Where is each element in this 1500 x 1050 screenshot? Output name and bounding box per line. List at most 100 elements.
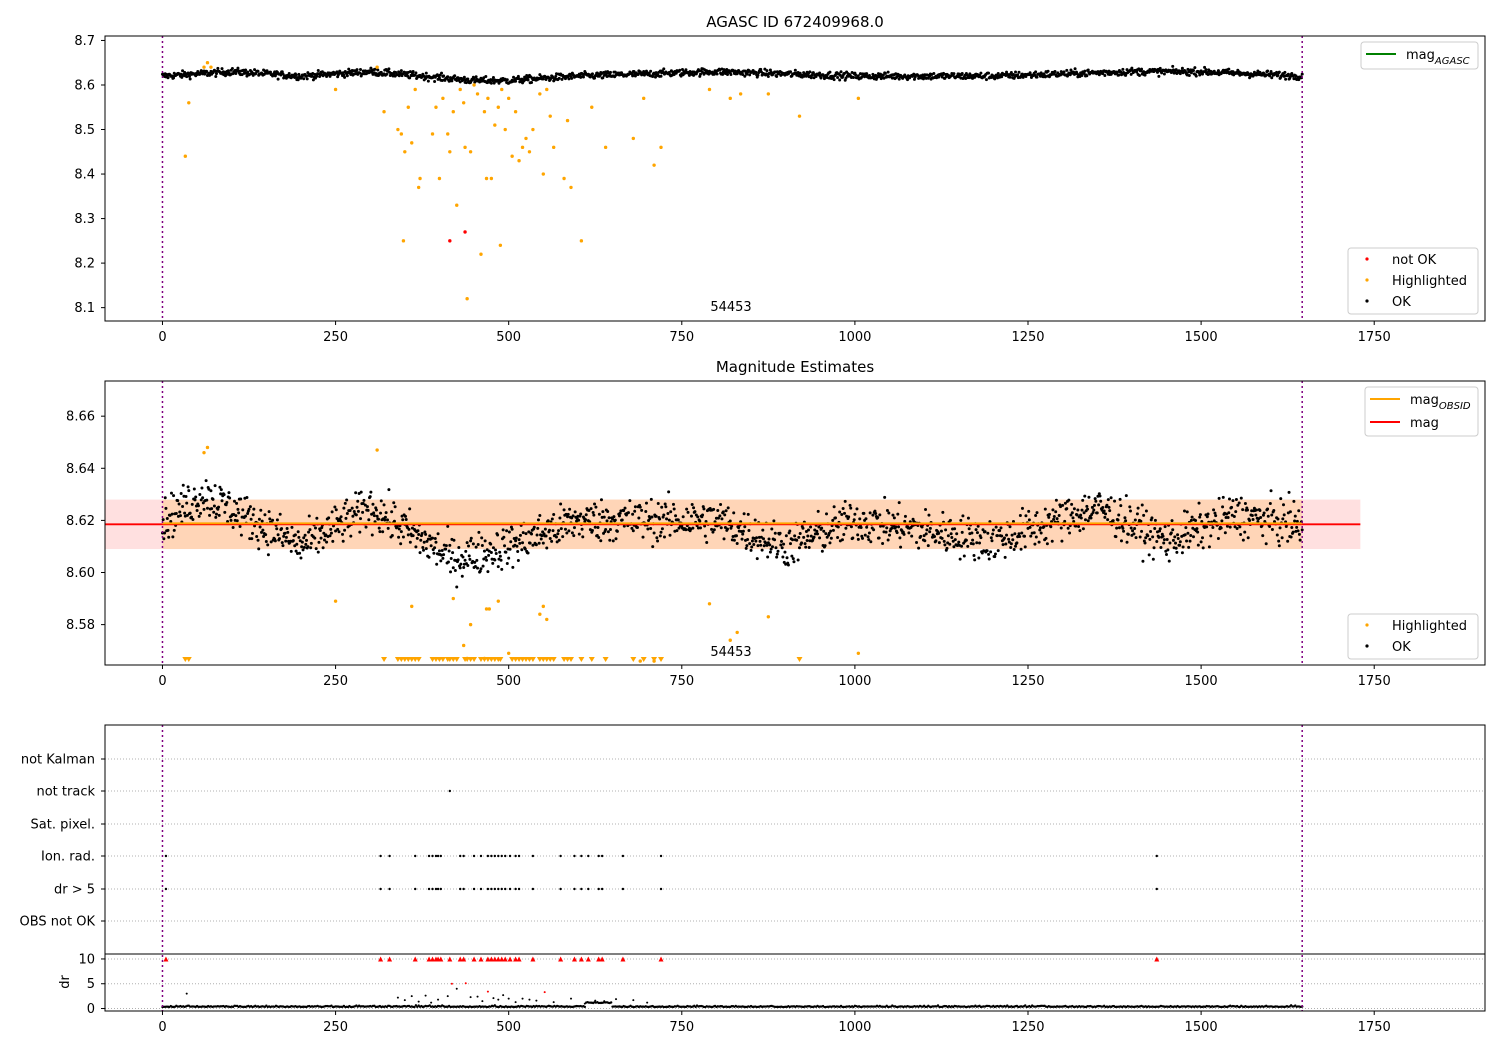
- legend-label-ok: OK: [1392, 295, 1411, 310]
- flag-point: [500, 854, 503, 858]
- ok-point: [1129, 72, 1133, 76]
- ok-point: [390, 534, 394, 538]
- highlighted-point: [333, 599, 338, 603]
- highlighted-point: [551, 145, 556, 150]
- x-tick-label: 500: [496, 674, 521, 689]
- ok-point: [922, 534, 926, 538]
- flag-point: [479, 854, 483, 858]
- ok-point: [358, 530, 362, 534]
- flag-point: [659, 887, 663, 891]
- ok-point: [723, 513, 727, 517]
- ok-point: [166, 528, 170, 532]
- ok-point: [980, 551, 984, 555]
- ok-point: [345, 512, 349, 516]
- ok-point: [718, 514, 722, 518]
- ok-point: [461, 555, 465, 559]
- ok-point: [1162, 72, 1166, 76]
- ok-point: [854, 73, 858, 77]
- ok-point: [972, 554, 976, 558]
- ok-point: [217, 505, 221, 509]
- ok-point: [1049, 525, 1053, 529]
- ok-point: [188, 77, 192, 81]
- ok-point: [1060, 539, 1064, 543]
- ok-point: [1166, 548, 1170, 552]
- ok-point: [1135, 512, 1139, 516]
- ok-point: [721, 72, 725, 76]
- ok-point: [342, 506, 346, 510]
- ok-point: [1236, 503, 1240, 507]
- ok-point: [309, 546, 313, 550]
- ok-point: [1233, 525, 1237, 529]
- ok-point: [349, 534, 353, 538]
- ok-point: [487, 553, 491, 557]
- ok-point: [961, 514, 965, 518]
- ok-point: [1079, 516, 1083, 520]
- ok-point: [1072, 507, 1076, 511]
- ok-point: [1282, 503, 1286, 507]
- ok-point: [587, 508, 591, 512]
- panel2-x-axis: 0 250 500 750 1000 1250 1500 1750: [158, 665, 1391, 689]
- dr-point: [583, 1002, 586, 1005]
- ok-point: [190, 515, 194, 519]
- flag-point: [531, 854, 535, 858]
- x-tick-label: 750: [669, 674, 694, 689]
- ok-point: [897, 525, 901, 529]
- ok-point: [1143, 73, 1147, 77]
- highlighted-point: [738, 92, 743, 96]
- ok-point: [667, 490, 671, 494]
- ok-point: [294, 73, 298, 77]
- ok-point: [424, 547, 428, 551]
- ok-point: [1148, 537, 1152, 541]
- ok-point: [1275, 533, 1279, 537]
- ok-point: [822, 529, 826, 533]
- highlighted-point: [418, 176, 422, 181]
- flag-point: [462, 887, 465, 891]
- ok-point: [941, 510, 945, 514]
- ok-point: [1196, 530, 1200, 534]
- ok-point: [1001, 543, 1005, 547]
- y-tick-label: 8.1: [74, 301, 95, 316]
- ok-point: [966, 516, 970, 520]
- ok-point: [265, 69, 269, 73]
- ok-point: [853, 512, 857, 516]
- ok-point: [993, 555, 997, 559]
- highlighted-point: [375, 448, 379, 452]
- ok-point: [640, 508, 644, 512]
- ok-point: [747, 528, 751, 532]
- ok-point: [441, 556, 445, 560]
- ok-point: [807, 546, 811, 550]
- ok-point: [437, 549, 441, 553]
- ok-point: [1034, 70, 1038, 74]
- ok-point: [664, 505, 668, 509]
- ok-point: [178, 514, 182, 518]
- ok-point: [480, 544, 484, 548]
- dr-capped-marker: [378, 956, 384, 962]
- dr-capped-marker: [596, 956, 602, 962]
- flag-point: [559, 887, 562, 891]
- ok-point: [1005, 533, 1009, 537]
- ok-point: [1115, 70, 1119, 74]
- ok-point: [1180, 551, 1184, 555]
- ok-point: [658, 517, 662, 521]
- ok-point: [367, 518, 371, 522]
- ok-point: [161, 518, 165, 522]
- ok-point: [311, 78, 315, 82]
- ok-point: [1178, 540, 1182, 544]
- ok-point: [442, 553, 446, 557]
- ok-point: [648, 517, 652, 521]
- ok-point: [376, 68, 380, 72]
- y-tick-label: 8.58: [66, 618, 95, 633]
- ok-point: [788, 70, 792, 74]
- ok-point: [442, 74, 446, 78]
- dr-point: [583, 1005, 587, 1009]
- ok-point: [457, 545, 461, 549]
- ok-point: [1296, 529, 1300, 533]
- ok-point: [250, 531, 254, 535]
- ok-point: [1189, 533, 1193, 537]
- y-tick-label: 8.66: [66, 410, 95, 425]
- ok-point: [1255, 508, 1259, 512]
- dr-point: [514, 1001, 517, 1004]
- ok-point: [712, 507, 716, 511]
- ok-point: [737, 526, 741, 530]
